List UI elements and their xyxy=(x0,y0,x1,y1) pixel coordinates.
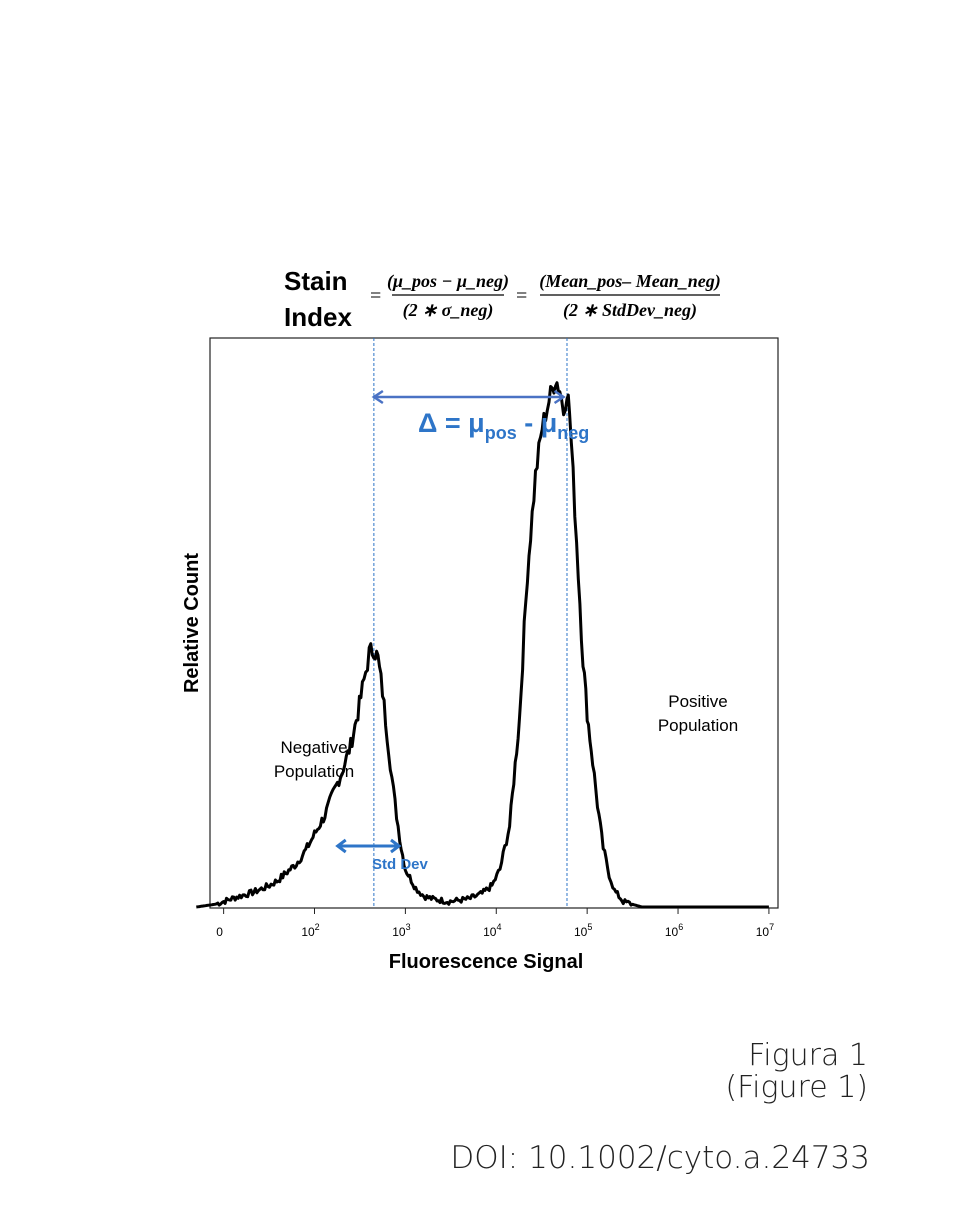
x-tick-label-exponent: 4 xyxy=(496,922,501,932)
x-tick-label-base: 10 xyxy=(665,925,679,939)
delta-label-sub-neg: neg xyxy=(557,423,589,443)
x-tick-label: 103 xyxy=(392,922,410,939)
x-tick-label-base: 10 xyxy=(574,925,588,939)
histogram-line xyxy=(196,381,769,909)
x-tick-label-exponent: 7 xyxy=(769,922,774,932)
formula-label-line1: Stain xyxy=(284,266,348,296)
formula-fraction2-numerator: (Mean_pos– Mean_neg) xyxy=(539,271,721,292)
x-tick-label: 104 xyxy=(483,922,501,939)
x-tick-label: 106 xyxy=(665,922,683,939)
x-tick-label-base: 0 xyxy=(216,925,223,939)
x-tick-label-exponent: 6 xyxy=(678,922,683,932)
x-tick-label-exponent: 2 xyxy=(315,922,320,932)
negative-population-label-line2: Population xyxy=(274,762,354,781)
std-dev-arrow xyxy=(335,838,402,854)
x-tick-label-base: 10 xyxy=(483,925,497,939)
y-axis-label: Relative Count xyxy=(181,553,203,693)
figure-caption-english: (Figure 1) xyxy=(725,1070,868,1105)
positive-population-label-line1: Positive xyxy=(668,692,728,711)
std-dev-arrowhead-right xyxy=(390,838,402,854)
formula-fraction1-numerator: (μ_pos − μ_neg) xyxy=(387,271,509,292)
delta-arrow xyxy=(371,389,566,405)
formula-equals-1: = xyxy=(370,285,381,307)
doi-caption: DOI: 10.1002/cyto.a.24733 xyxy=(450,1140,870,1176)
std-dev-arrowhead-left xyxy=(335,838,347,854)
x-tick-label: 107 xyxy=(756,922,774,939)
figure-caption: Figura 1 xyxy=(748,1038,868,1073)
formula-equals-2: = xyxy=(516,285,527,307)
delta-arrowhead-left xyxy=(371,389,384,405)
delta-label-mid: - μ xyxy=(517,408,558,438)
delta-arrowhead-right xyxy=(553,389,566,405)
stain-index-formula: Stain Index = (μ_pos − μ_neg) (2 ∗ σ_neg… xyxy=(284,266,721,332)
x-tick-label-base: 10 xyxy=(392,925,406,939)
formula-fraction2-denominator: (2 ∗ StdDev_neg) xyxy=(563,300,697,321)
x-tick-label-exponent: 5 xyxy=(587,922,592,932)
x-tick-label-exponent: 3 xyxy=(406,922,411,932)
negative-population-label-line1: Negative xyxy=(280,738,347,757)
plot-area xyxy=(209,337,779,909)
formula-fraction1-denominator: (2 ∗ σ_neg) xyxy=(403,300,494,321)
formula-label-line2: Index xyxy=(284,302,352,332)
x-axis-ticks: 0 102 103 104 105 106 107 xyxy=(216,908,774,939)
chart: Stain Index = (μ_pos − μ_neg) (2 ∗ σ_neg… xyxy=(181,266,779,973)
delta-label-sub-pos: pos xyxy=(485,423,517,443)
positive-population-label-line2: Population xyxy=(658,716,738,735)
x-tick-label: 102 xyxy=(301,922,319,939)
delta-label: Δ = μpos - μneg xyxy=(418,408,589,443)
x-tick-label-base: 10 xyxy=(756,925,770,939)
delta-label-main: Δ = μ xyxy=(418,408,485,438)
x-tick-label: 0 xyxy=(216,925,223,939)
x-axis-label: Fluorescence Signal xyxy=(389,951,584,973)
x-tick-label-base: 10 xyxy=(301,925,315,939)
x-tick-label: 105 xyxy=(574,922,592,939)
std-dev-label: Std Dev xyxy=(372,856,429,873)
